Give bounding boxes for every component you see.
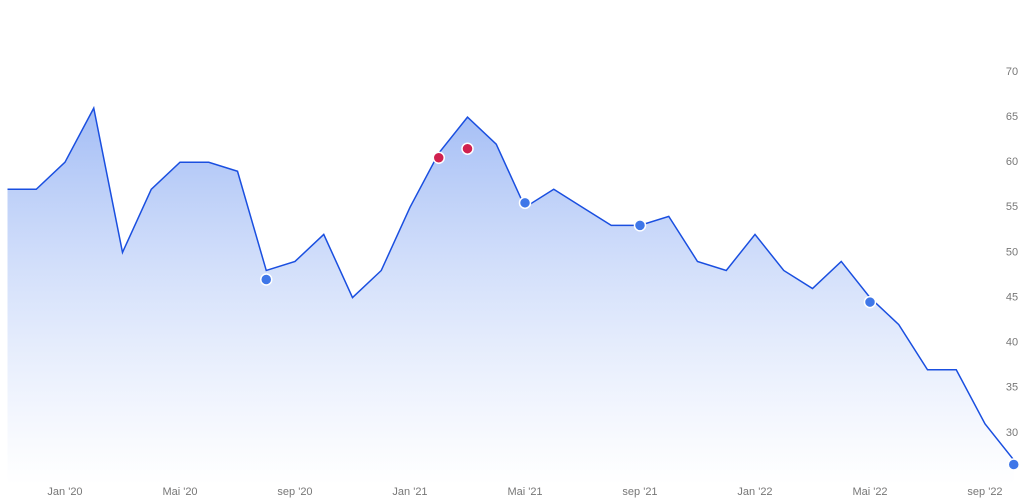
x-tick-label: Mai '20 [162,486,197,498]
x-tick-label: Mai '21 [507,486,542,498]
x-tick-label: Jan '21 [392,486,427,498]
y-tick-label: 35 [1006,382,1018,394]
y-tick-label: 65 [1006,111,1018,123]
price-line [7,105,1015,461]
event-marker [260,273,273,286]
event-marker [518,196,532,210]
x-tick-label: sep '21 [622,486,657,498]
y-tick-label: 30 [1006,427,1018,439]
area [7,108,1014,485]
y-tick-label: 40 [1006,337,1018,349]
x-tick-label: sep '22 [967,486,1002,498]
x-tick-label: sep '20 [277,486,312,498]
y-tick-label: 45 [1006,291,1018,303]
y-tick-label: 50 [1006,246,1018,258]
y-tick-label: 70 [1006,66,1018,78]
x-tick-label: Jan '22 [737,486,772,498]
x-tick-label: Jan '20 [47,486,82,498]
event-marker [461,142,474,155]
event-marker [863,295,877,309]
event-marker [633,219,647,232]
event-marker [1007,458,1020,471]
event-marker [432,151,445,164]
y-tick-label: 60 [1006,156,1018,168]
y-tick-label: 55 [1006,201,1018,213]
x-tick-label: Mai '22 [852,486,887,498]
